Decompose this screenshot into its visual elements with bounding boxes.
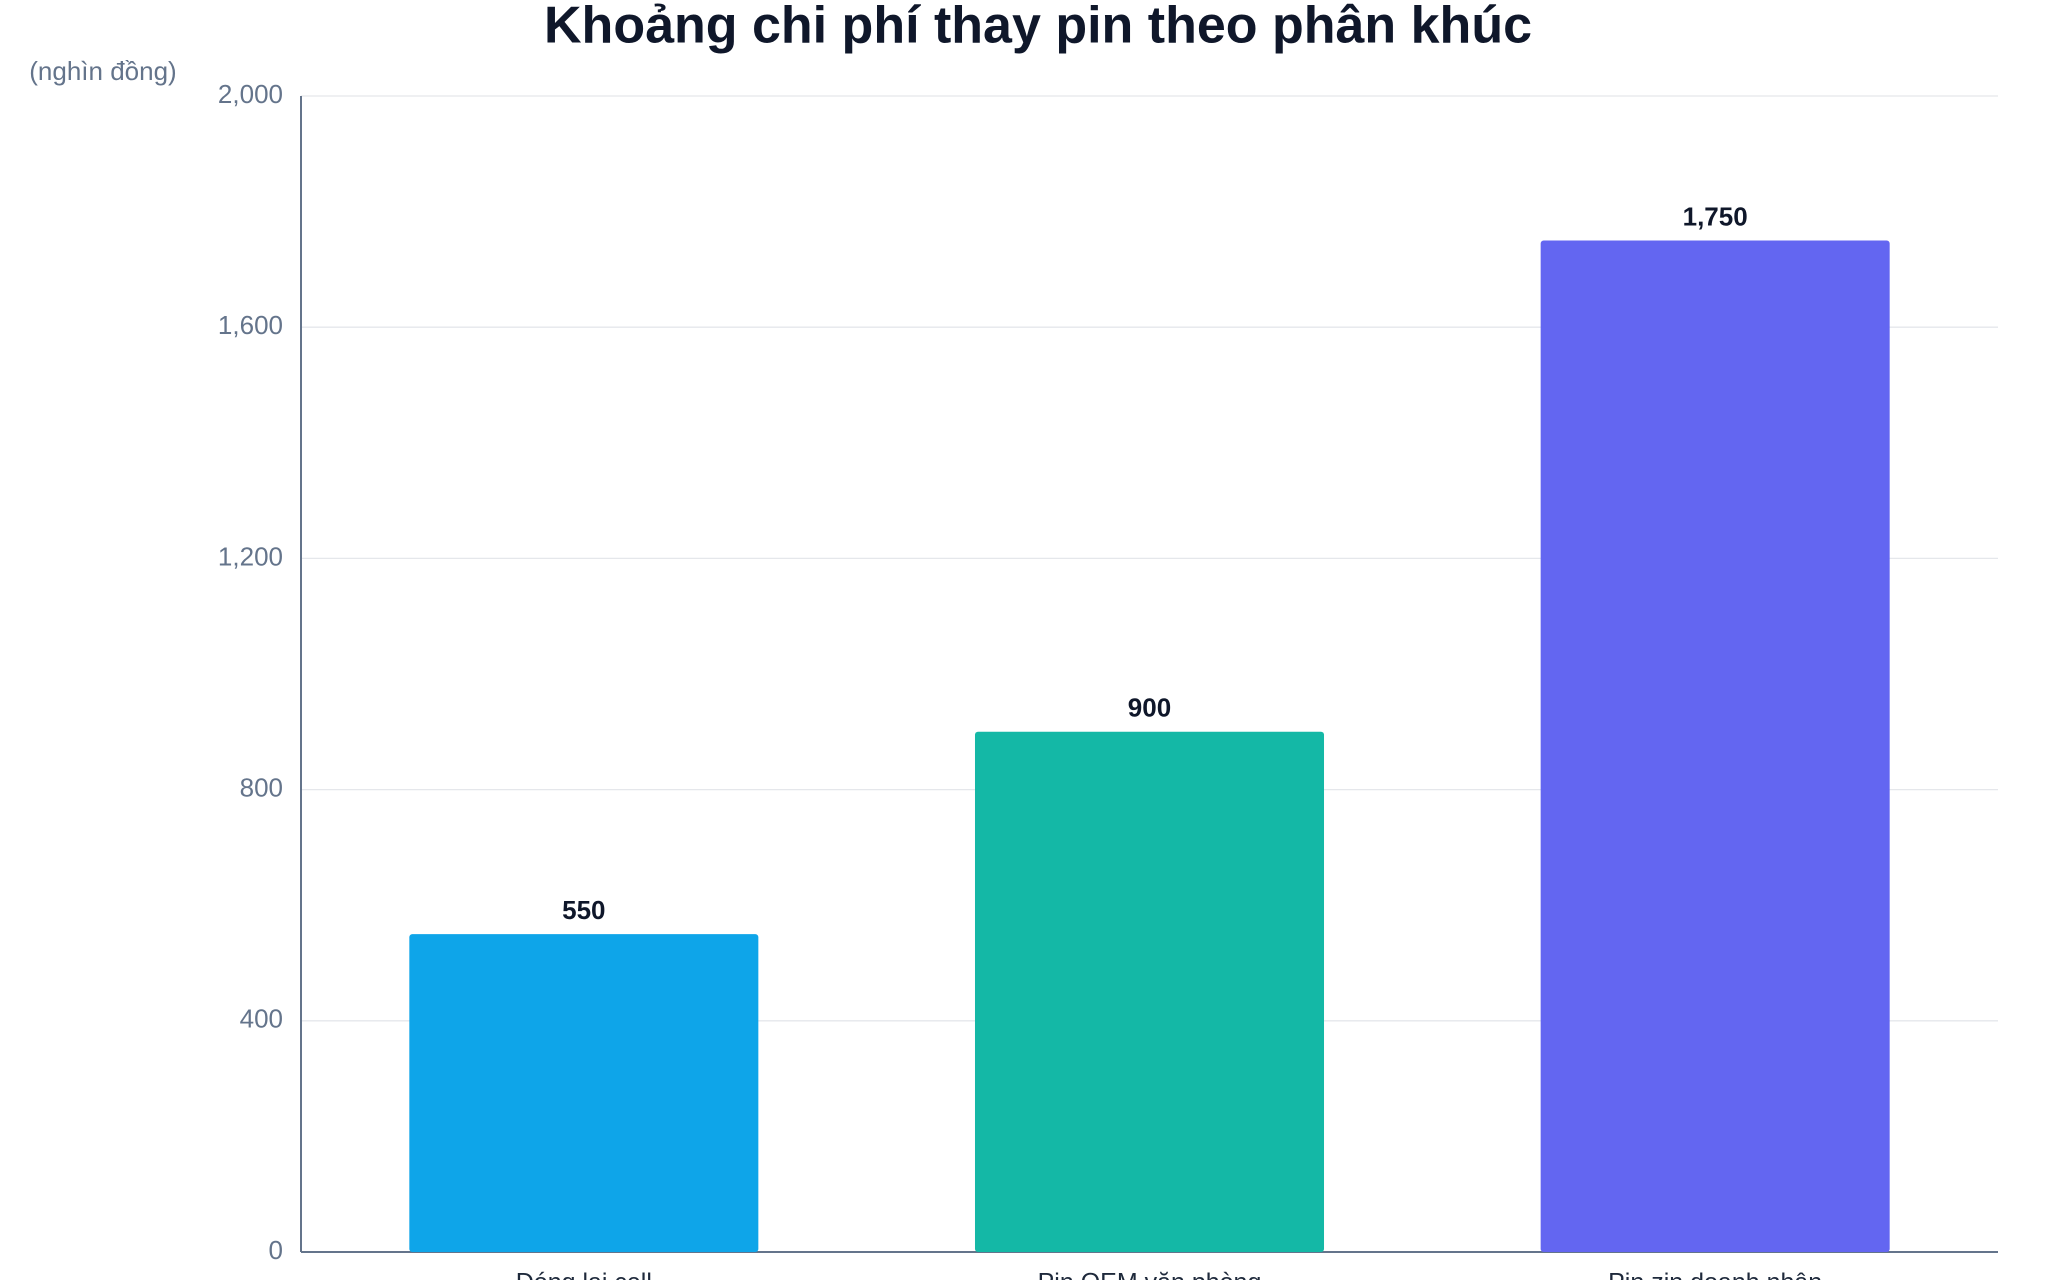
y-tick-label: 1,600 — [218, 310, 283, 340]
value-label: 1,750 — [1683, 201, 1748, 231]
bar — [974, 731, 1325, 1252]
value-label: 900 — [1128, 693, 1171, 723]
y-tick-label: 400 — [240, 1004, 283, 1034]
x-tick-label: Pin zin doanh nhân — [1608, 1269, 1822, 1280]
y-tick-label: 800 — [240, 772, 283, 802]
value-label: 550 — [562, 895, 605, 925]
x-tick-label: Đóng lại cell — [516, 1269, 652, 1280]
bar — [1540, 240, 1890, 1252]
chart-title: Khoảng chi phí thay pin theo phân khúc — [544, 0, 1532, 55]
y-tick-label: 0 — [269, 1235, 283, 1265]
x-tick-label: Pin OEM văn phòng — [1038, 1269, 1262, 1280]
y-axis-label: (nghìn đồng) — [29, 56, 176, 86]
bar — [409, 934, 759, 1252]
y-tick-label: 1,200 — [218, 541, 283, 571]
y-tick-label: 2,000 — [218, 79, 283, 109]
